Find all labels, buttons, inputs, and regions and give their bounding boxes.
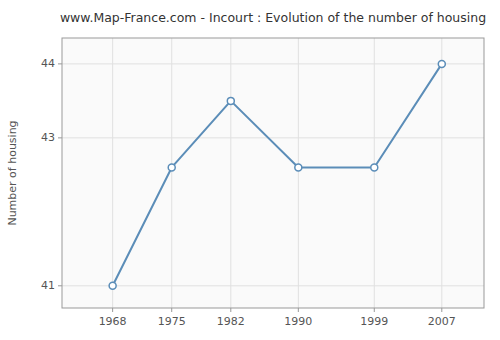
x-grid-line [374,38,375,308]
grid [62,38,484,308]
point [109,282,116,289]
x-tick-label: 1975 [158,315,186,328]
line [113,64,442,286]
x-tick [298,308,299,312]
point [371,164,378,171]
x-tick-label: 1999 [360,315,388,328]
plot-frame [62,38,484,308]
background [0,0,500,340]
x-grid-line [298,38,299,308]
x-tick [112,308,113,312]
x-tick-label: 1982 [217,315,245,328]
y-tick-label: 41 [41,279,55,292]
x-grid-line [112,38,113,308]
y-tick [58,137,62,138]
y-tick-label: 44 [41,57,55,70]
x-tick [230,308,231,312]
y-tick [58,63,62,64]
y-tick-label: 43 [41,131,55,144]
point [168,164,175,171]
x-grid-line [171,38,172,308]
y-tick [58,285,62,286]
y-axis-label: Number of housing [6,120,19,225]
point [438,60,445,67]
title: www.Map-France.com - Incourt : Evolution… [60,10,486,25]
point [227,97,234,104]
axes: 41 43 44 1968 1975 1982 1990 1999 2007 [41,38,484,328]
x-tick-label: 2007 [428,315,456,328]
x-grid-line [441,38,442,308]
series [109,60,445,289]
x-tick [441,308,442,312]
x-tick [171,308,172,312]
x-tick [374,308,375,312]
x-tick-label: 1990 [284,315,312,328]
x-tick-label: 1968 [99,315,127,328]
x-grid-line [230,38,231,308]
plot-area [62,38,484,308]
point [295,164,302,171]
chart-container: 41 43 44 1968 1975 1982 1990 1999 2007 www.Map-Fr… [0,0,500,340]
y-grid-line [62,137,484,138]
y-grid-line [62,63,484,64]
y-grid-line [62,285,484,286]
chart-svg: 41 43 44 1968 1975 1982 1990 1999 2007 www.Map-Fr… [0,0,500,340]
